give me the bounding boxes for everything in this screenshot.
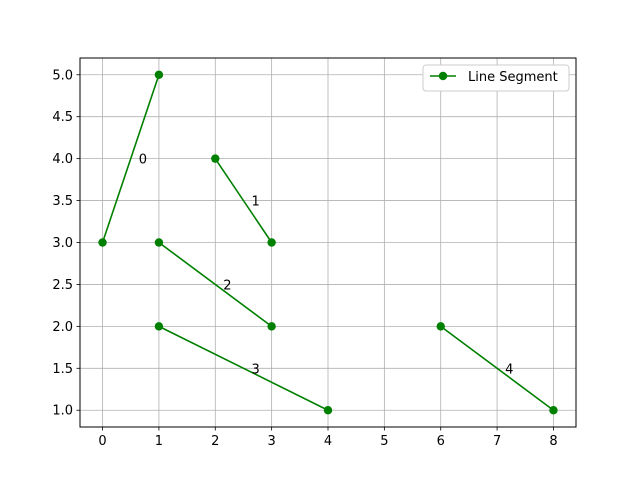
legend-box	[422, 64, 570, 92]
x-tick-label: 6	[437, 434, 445, 449]
y-tick-label: 3.5	[52, 194, 73, 209]
x-tick-label: 2	[211, 434, 219, 449]
segment-line-4	[440, 325, 554, 411]
segment-labels: 0 1 2 3 4	[139, 153, 514, 378]
segment-label-1: 1	[251, 195, 259, 210]
x-tick-label: 1	[155, 434, 163, 449]
y-tick-label: 1.5	[52, 362, 73, 377]
line-segments	[98, 70, 558, 415]
axis-ticks: 0 1 2 3 4 5 6 7 8 1.0 1.5 2.0 2.5 3.0 3.5 4.0 4.5 5.0	[52, 68, 557, 449]
segment-point	[549, 406, 558, 415]
legend: Line Segment	[422, 64, 570, 92]
segment-point	[323, 406, 333, 415]
x-tick-label: 3	[267, 434, 275, 449]
segment-line-0	[101, 74, 160, 243]
legend-marker-swatch	[438, 71, 448, 81]
x-tick-label: 7	[493, 434, 501, 449]
segment-point	[98, 238, 107, 247]
segment-label-4: 4	[505, 362, 513, 377]
y-tick-label: 2.5	[52, 278, 73, 293]
segment-point	[154, 70, 164, 79]
segment-point	[154, 238, 164, 247]
x-tick-label: 0	[98, 434, 106, 449]
y-tick-label: 5.0	[52, 68, 73, 83]
segment-label-3: 3	[251, 362, 259, 377]
segment-label-2: 2	[223, 278, 231, 293]
segment-point	[154, 322, 164, 331]
x-tick-label: 8	[549, 434, 557, 449]
y-tick-label: 4.0	[52, 152, 73, 167]
y-tick-label: 1.0	[52, 404, 73, 419]
legend-label: Line Segment	[468, 70, 558, 85]
y-tick-label: 2.0	[52, 320, 73, 335]
segment-line-2	[158, 241, 273, 328]
segment-line-1	[214, 158, 273, 243]
segment-line-3	[158, 325, 329, 411]
x-tick-label: 5	[380, 434, 388, 449]
segment-point	[267, 238, 276, 247]
segment-label-0: 0	[139, 153, 147, 168]
segment-point	[211, 154, 220, 163]
y-tick-label: 4.5	[52, 110, 73, 125]
y-tick-label: 3.0	[52, 236, 73, 251]
segment-point	[436, 322, 445, 331]
x-tick-label: 4	[324, 434, 332, 449]
segment-point	[267, 322, 276, 331]
